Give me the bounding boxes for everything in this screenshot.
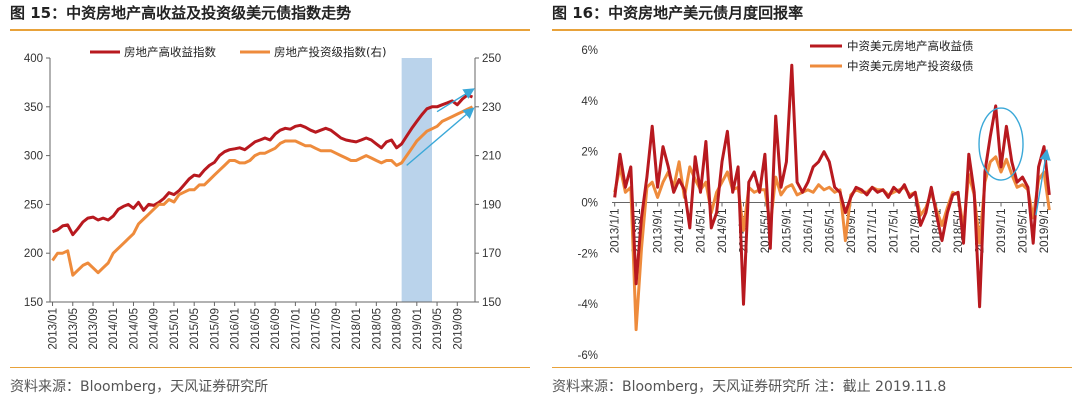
source-rule-left xyxy=(10,367,530,368)
x-tick-label: 2016/1/1 xyxy=(803,209,815,254)
x-tick-label: 2015/9/1 xyxy=(781,209,793,254)
x-tick-label: 2019/1/1 xyxy=(996,209,1008,254)
y-tick-label-left: 200 xyxy=(24,248,43,260)
chart-title-right: 图 16：中资房地产美元债月度回报率 xyxy=(552,4,804,22)
y-tick-label: -2% xyxy=(578,248,598,260)
x-tick-label: 2016/01 xyxy=(230,308,242,350)
y-tick-label: 2% xyxy=(581,147,598,159)
x-tick-label: 2017/05 xyxy=(311,308,323,350)
y-tick-label: -4% xyxy=(578,299,598,311)
x-tick-label: 2014/9/1 xyxy=(717,209,729,254)
x-tick-label: 2013/1/1 xyxy=(610,209,622,254)
x-tick-label: 2014/5/1 xyxy=(696,209,708,254)
trend-arrow xyxy=(1035,148,1051,216)
trend-arrow-lower xyxy=(406,107,475,166)
series-line-high-yield xyxy=(51,93,474,237)
x-tick-label: 2016/05 xyxy=(250,308,262,350)
y-tick-label-right: 230 xyxy=(482,102,501,114)
y-tick-label-left: 300 xyxy=(24,151,43,163)
legend-label-high-yield: 房地产高收益指数 xyxy=(124,45,216,59)
x-tick-label: 2014/05 xyxy=(128,308,140,350)
source-rule-right xyxy=(552,367,1072,368)
highlight-band xyxy=(401,58,432,302)
x-tick-label: 2019/5/1 xyxy=(1017,209,1029,254)
x-tick-label: 2018/01 xyxy=(351,308,363,350)
y-tick-label: 4% xyxy=(581,96,598,108)
x-tick-label: 2017/09 xyxy=(331,308,343,350)
x-tick-label: 2015/01 xyxy=(169,308,181,350)
chart-panel-right: 图 16：中资房地产美元债月度回报率 -6% -4% -2% 0% 2% 4% 6% 2013… xyxy=(552,0,1072,405)
index-chart-svg: 150 200 250 300 350 400 150 170 190 210 230 250 2013… xyxy=(24,45,501,350)
x-tick-label: 2019/01 xyxy=(412,308,424,350)
x-tick-label: 2013/05 xyxy=(68,308,80,350)
x-tick-label: 2014/01 xyxy=(108,308,120,350)
x-tick-label: 2016/5/1 xyxy=(824,209,836,254)
x-tick-label: 2013/01 xyxy=(48,308,60,350)
x-tick-label: 2017/01 xyxy=(290,308,302,350)
x-tick-label: 2019/9/1 xyxy=(1039,209,1051,254)
legend-label-high-yield: 中资美元房地产高收益债 xyxy=(847,39,974,53)
chart-title-left: 图 15：中资房地产高收益及投资级美元债指数走势 xyxy=(10,4,352,22)
x-tick-label: 2017/1/1 xyxy=(867,209,879,254)
y-tick-label-right: 250 xyxy=(482,53,501,65)
x-tick-label: 2013/09 xyxy=(88,308,100,350)
trend-arrow-upper xyxy=(436,88,475,113)
y-tick-label-right: 150 xyxy=(482,297,501,309)
y-tick-label-left: 150 xyxy=(24,297,43,309)
x-tick-label: 2014/09 xyxy=(149,308,161,350)
y-tick-label-right: 190 xyxy=(482,199,501,211)
title-rule-left xyxy=(10,29,530,31)
y-tick-label: -6% xyxy=(578,350,598,362)
title-rule-right xyxy=(552,29,1072,31)
x-tick-label: 2015/05 xyxy=(189,308,201,350)
legend-label-investment-grade: 中资美元房地产投资级债 xyxy=(847,59,974,73)
x-tick-label: 2014/1/1 xyxy=(674,209,686,254)
x-tick-label: 2018/05 xyxy=(371,308,383,350)
y-tick-label-left: 350 xyxy=(24,102,43,114)
y-tick-label: 6% xyxy=(581,45,598,57)
y-tick-label-right: 210 xyxy=(482,151,501,163)
y-tick-label-right: 170 xyxy=(482,248,501,260)
highlight-ellipse xyxy=(978,107,1024,181)
x-tick-label: 2019/05 xyxy=(432,308,444,350)
chart-panel-left: 图 15：中资房地产高收益及投资级美元债指数走势 150 200 250 300 350… xyxy=(10,0,530,405)
series-line-investment-grade xyxy=(51,105,474,277)
x-tick-label: 2018/09 xyxy=(392,308,404,350)
y-tick-label-left: 400 xyxy=(24,53,43,65)
series-line-high-yield xyxy=(613,63,1051,309)
x-tick-label: 2019/09 xyxy=(452,308,464,350)
x-tick-label: 2015/09 xyxy=(209,308,221,350)
y-tick-label: 0% xyxy=(581,198,598,210)
y-tick-label-left: 250 xyxy=(24,199,43,211)
source-note-right: 资料来源：Bloomberg，天风证券研究所 注：截止 2019.11.8 xyxy=(552,379,947,395)
source-note-left: 资料来源：Bloomberg，天风证券研究所 xyxy=(10,379,269,395)
x-tick-label: 2016/09 xyxy=(270,308,282,350)
legend-label-investment-grade: 房地产投资级指数(右) xyxy=(274,45,386,59)
return-chart-svg: -6%-4%-2%0%2%4%6%2013/1/1 2013/5/1 2013/9/… xyxy=(578,39,1052,362)
x-tick-label: 2017/5/1 xyxy=(889,209,901,254)
x-tick-label: 2013/9/1 xyxy=(653,209,665,254)
